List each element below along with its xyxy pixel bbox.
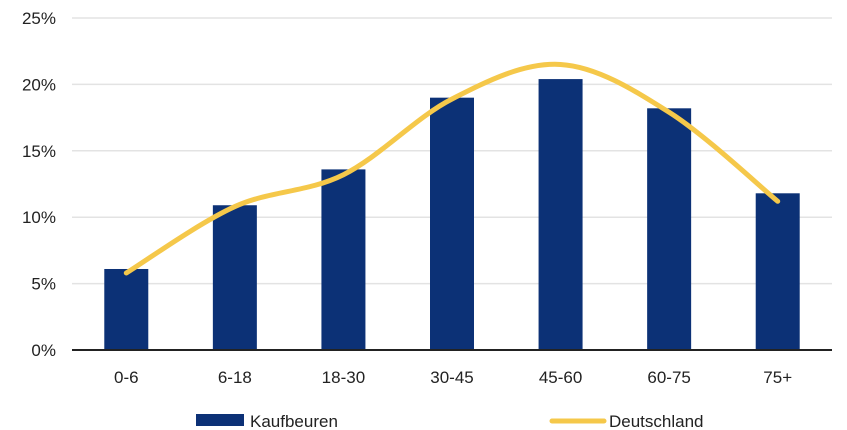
x-tick-label: 60-75 [647, 368, 690, 387]
y-tick-label: 15% [22, 142, 56, 161]
legend: Kaufbeuren Deutschland [196, 412, 704, 430]
line-series-deutschland [123, 61, 781, 276]
bar [104, 268, 149, 350]
bar [430, 97, 474, 351]
bar [647, 108, 692, 350]
y-tick-label: 25% [22, 9, 56, 28]
y-tick-label: 10% [22, 208, 56, 227]
x-tick-label: 6-18 [218, 368, 252, 387]
bar [212, 205, 257, 350]
bar [538, 79, 583, 350]
x-tick-label: 45-60 [539, 368, 582, 387]
y-axis-ticks: 0% 5% 10% 15% 20% 25% [22, 9, 56, 360]
x-axis-ticks: 0-6 6-18 18-30 30-45 45-60 60-75 75+ [114, 368, 792, 387]
bar [755, 193, 800, 350]
x-tick-label: 75+ [763, 368, 792, 387]
x-tick-label: 30-45 [430, 368, 473, 387]
y-tick-label: 20% [22, 75, 56, 94]
x-tick-label: 0-6 [114, 368, 139, 387]
bar [321, 169, 366, 350]
y-tick-label: 0% [31, 341, 56, 360]
legend-label-deutschland: Deutschland [609, 412, 704, 430]
bar-series-kaufbeuren [104, 79, 800, 351]
x-tick-label: 18-30 [322, 368, 365, 387]
legend-swatch-kaufbeuren [196, 414, 244, 426]
legend-label-kaufbeuren: Kaufbeuren [250, 412, 338, 430]
y-tick-label: 5% [31, 275, 56, 294]
